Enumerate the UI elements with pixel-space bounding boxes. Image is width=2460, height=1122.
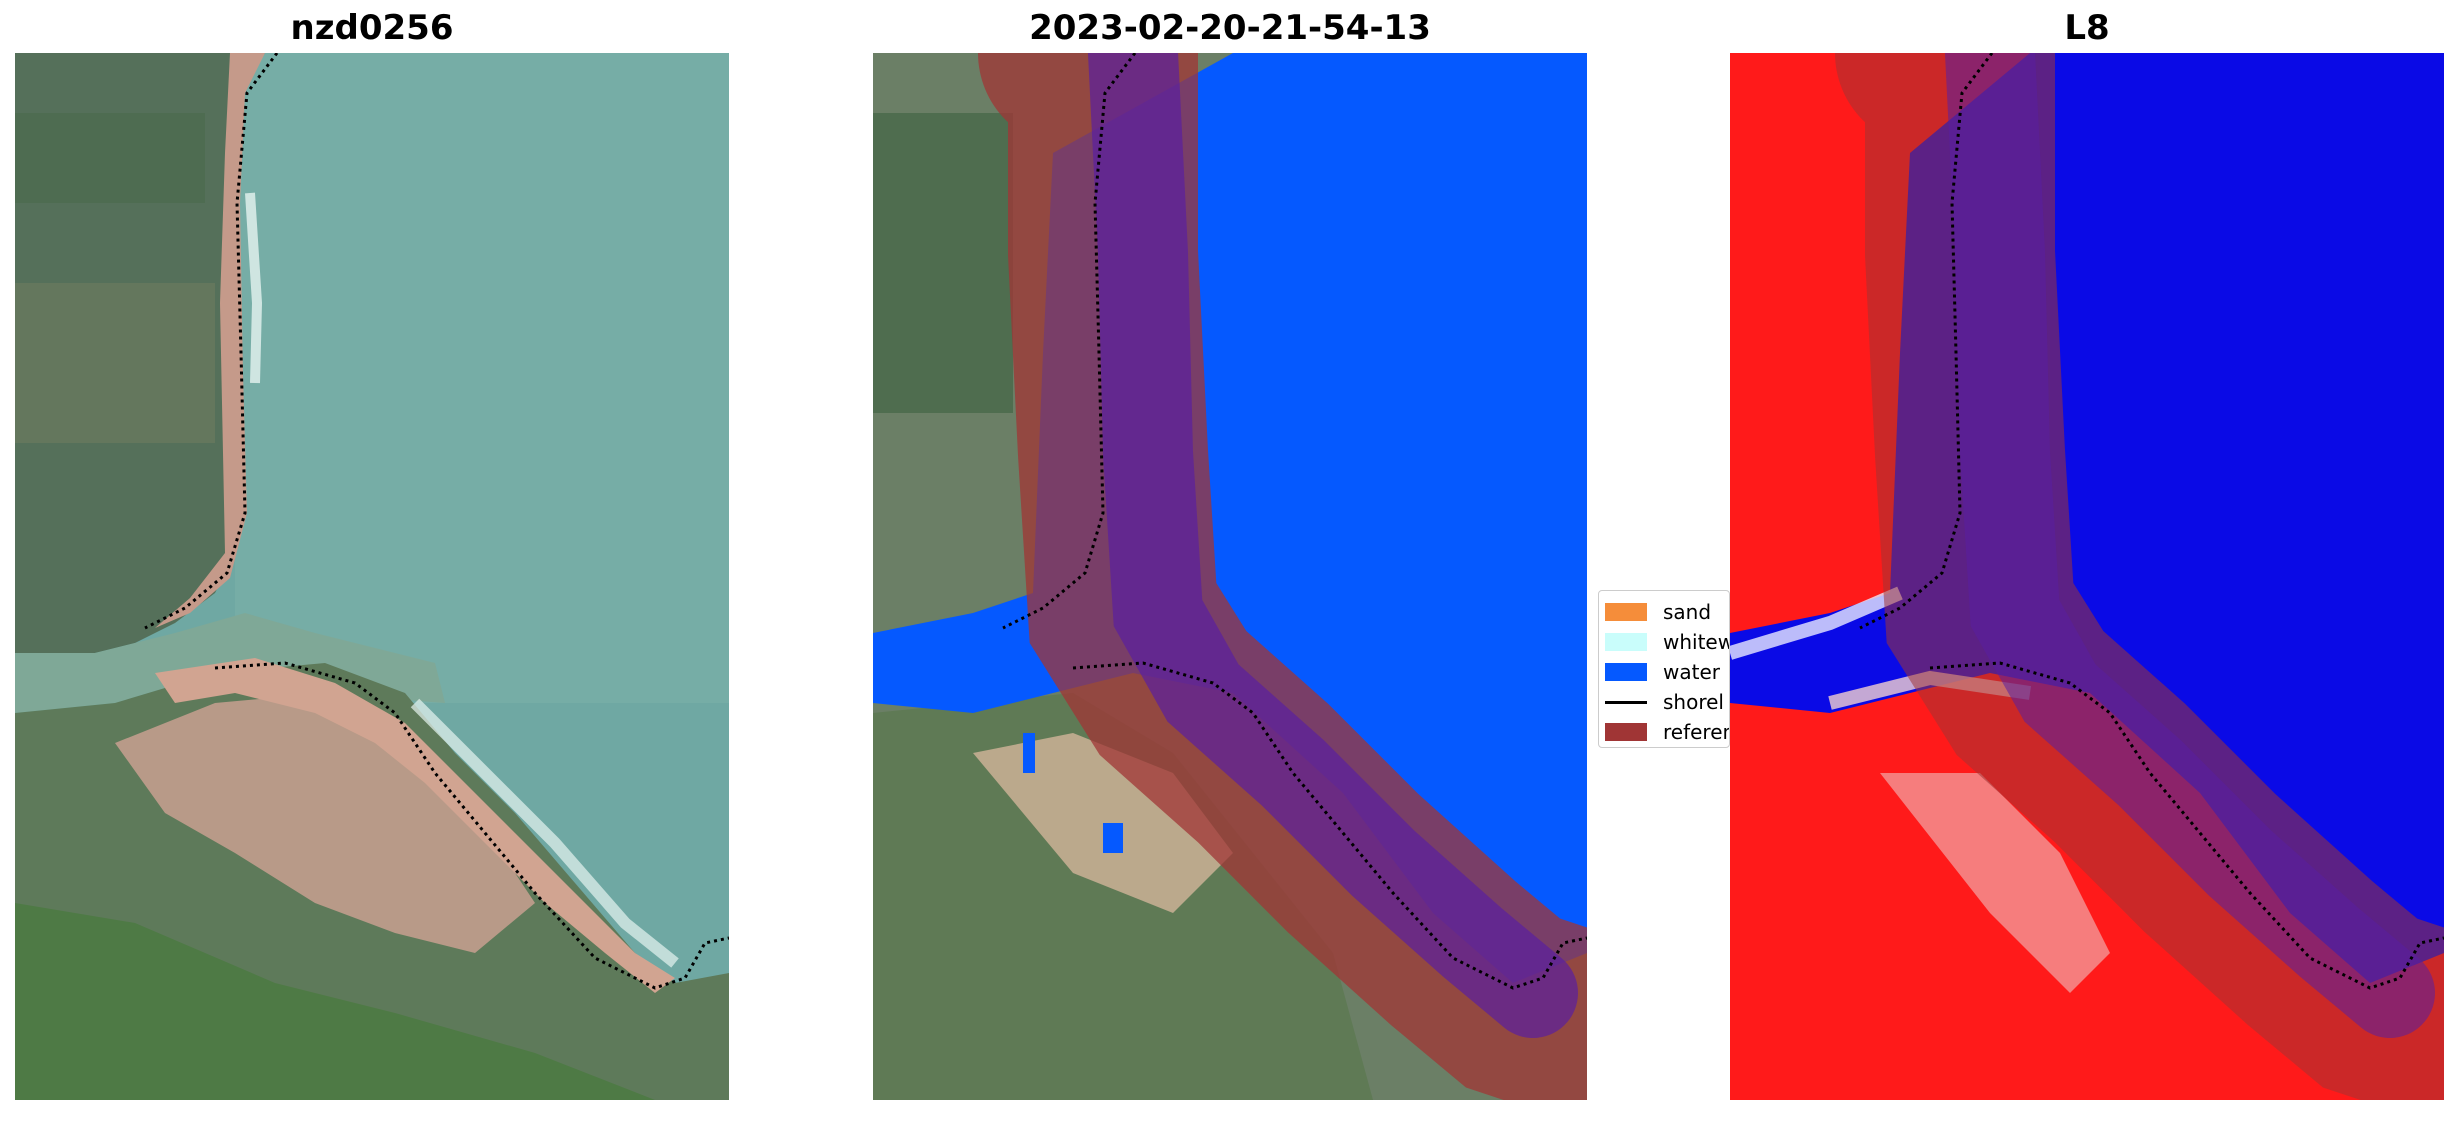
legend-item-whitewater: whitew xyxy=(1605,627,1729,657)
water-swatch xyxy=(1605,663,1647,681)
shoreline-swatch xyxy=(1605,700,1647,704)
rgb-image-panel xyxy=(15,53,729,1100)
panel-title-rgb: nzd0256 xyxy=(290,8,454,48)
rgb-satellite-image xyxy=(15,53,729,1100)
classified-image-panel xyxy=(873,53,1587,1100)
legend-item-reference: referen xyxy=(1605,717,1729,747)
legend-item-water: water xyxy=(1605,657,1720,687)
sand-swatch xyxy=(1605,603,1647,621)
index-image xyxy=(1730,53,2444,1100)
legend: sand whitew water shorel referen xyxy=(1598,590,1730,748)
reference-swatch xyxy=(1605,723,1647,741)
whitewater-swatch xyxy=(1605,633,1647,651)
legend-item-sand: sand xyxy=(1605,597,1711,627)
index-image-panel xyxy=(1730,53,2444,1100)
classified-image xyxy=(873,53,1587,1100)
panel-title-index: L8 xyxy=(2064,8,2110,48)
panel-title-classified: 2023-02-20-21-54-13 xyxy=(1029,8,1431,48)
legend-item-shoreline: shorel xyxy=(1605,687,1724,717)
